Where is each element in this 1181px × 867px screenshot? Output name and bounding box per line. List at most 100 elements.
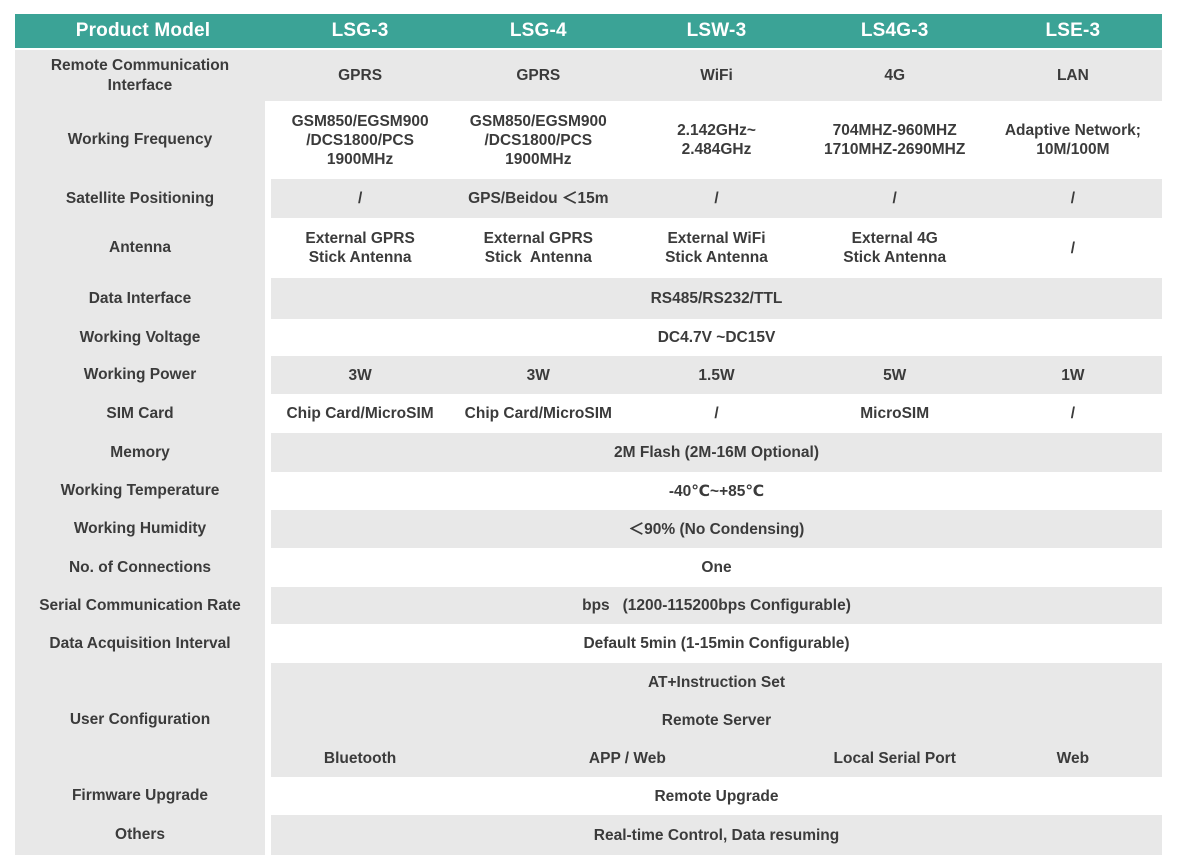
spec-value-cell: /: [357, 190, 363, 207]
table-header: Product Model LSG-3 LSG-4 LSW-3 LS4G-3 LSE-3: [15, 14, 1162, 48]
spec-value-cell: RS485/RS232/TTL: [650, 290, 783, 307]
row-data-area: External GPRS Stick Antenna External GPRS…: [271, 218, 1162, 278]
row-label: Data Acquisition Interval: [15, 624, 265, 663]
spec-value-cell: /: [1070, 405, 1076, 422]
spec-value-cell: 3W: [348, 366, 372, 384]
row-cells: GPRS GPRS WiFi 4G LAN: [271, 50, 1162, 101]
label-data-divider: [265, 548, 271, 587]
table-row: SIM Card Chip Card/MicroSIM Chip Card/Micr…: [15, 394, 1162, 433]
row-label: Working Voltage: [15, 319, 265, 356]
spec-value-cell: External GPRS Stick Antenna: [483, 230, 593, 266]
spec-value-cell: Bluetooth: [323, 749, 397, 767]
row-span-value: Remote Upgrade: [271, 777, 1162, 815]
spec-value-cell: Chip Card/MicroSIM: [464, 405, 612, 422]
row-span-value: bps (1200-115200bps Configurable): [271, 587, 1162, 624]
row-label: Working Power: [15, 356, 265, 394]
spec-value-cell: 5W: [883, 366, 907, 384]
label-data-divider: [265, 50, 271, 101]
row-data-area: 2M Flash (2M-16M Optional): [271, 433, 1162, 472]
spec-value-cell: GSM850/EGSM900 /DCS1800/PCS 1900MHz: [291, 112, 429, 168]
spec-value-cell: /: [892, 190, 897, 207]
row-span-value: RS485/RS232/TTL: [271, 278, 1162, 319]
table-row: Working Voltage DC4.7V ~DC15V: [15, 319, 1162, 356]
row-data-area: bps (1200-115200bps Configurable): [271, 587, 1162, 624]
spec-value-cell: bps (1200-115200bps Configurable): [582, 597, 851, 614]
row-data-area: Default 5min (1-15min Configurable): [271, 624, 1162, 663]
config-subrow: AT+Instruction Set: [271, 663, 1162, 701]
table-row: Working Temperature -40℃~+85℃: [15, 472, 1162, 510]
spec-value-cell: Local Serial Port: [833, 749, 956, 767]
spec-value-cell: ＜90% (No Condensing): [628, 520, 805, 538]
spec-value-cell: 1.5W: [698, 366, 735, 384]
spec-value-cell: GSM850/EGSM900 /DCS1800/PCS 1900MHz: [469, 112, 607, 168]
spec-value-cell: AT+Instruction Set: [647, 673, 786, 691]
spec-value-cell: One: [701, 559, 732, 576]
row-span-value: AT+Instruction Set: [271, 663, 1162, 701]
label-data-divider: [265, 510, 271, 548]
row-data-area: Remote Upgrade: [271, 777, 1162, 815]
row-cells: Bluetooth APP / Web Local Serial Port Web: [271, 739, 1162, 777]
table-row: Memory 2M Flash (2M-16M Optional): [15, 433, 1162, 472]
row-label: Antenna: [15, 218, 265, 278]
row-data-area: Chip Card/MicroSIM Chip Card/MicroSIM / Mic…: [271, 394, 1162, 433]
spec-value-cell: /: [1070, 239, 1076, 257]
spec-value-cell: 704MHZ-960MHZ 1710MHZ-2690MHZ: [824, 122, 966, 158]
table-row: Others Real-time Control, Data resuming: [15, 815, 1162, 855]
spec-value-cell: -40℃~+85℃: [668, 482, 765, 500]
header-cell-model: LSW-3: [686, 20, 747, 41]
spec-value-cell: 2.142GHz~ 2.484GHz: [677, 122, 756, 158]
label-data-divider: [265, 356, 271, 394]
table-row: User Configuration AT+Instruction Set Remo…: [15, 663, 1162, 777]
row-label: Working Humidity: [15, 510, 265, 548]
spec-value-cell: GPRS: [516, 67, 561, 84]
spec-value-cell: GPRS: [338, 67, 383, 84]
row-span-value: One: [271, 548, 1162, 587]
label-data-divider: [265, 394, 271, 433]
spec-value-cell: APP / Web: [588, 749, 666, 767]
label-data-divider: [265, 815, 271, 855]
spec-value-cell: Default 5min (1-15min Configurable): [583, 635, 850, 652]
spec-value-cell: Real-time Control, Data resuming: [593, 826, 840, 844]
spec-value-cell: Remote Upgrade: [654, 787, 779, 805]
spec-value-cell: LAN: [1056, 67, 1089, 84]
row-label: Memory: [15, 433, 265, 472]
label-data-divider: [265, 179, 271, 218]
header-cell-model: LSE-3: [1045, 20, 1101, 41]
spec-value-cell: Chip Card/MicroSIM: [286, 405, 434, 422]
spec-value-cell: Remote Server: [661, 711, 772, 729]
row-data-area: AT+Instruction Set Remote Server Bluetooth…: [271, 663, 1162, 777]
spec-value-cell: 1W: [1061, 366, 1085, 384]
product-spec-table: Product Model LSG-3 LSG-4 LSW-3 LS4G-3 LSE-3 …: [15, 14, 1162, 855]
row-data-area: GSM850/EGSM900 /DCS1800/PCS 1900MHz GSM85…: [271, 101, 1162, 179]
spec-value-cell: 3W: [526, 366, 550, 384]
row-span-value: Remote Server: [271, 701, 1162, 739]
table-row: Data Acquisition Interval Default 5min (1…: [15, 624, 1162, 663]
table-row: Working Frequency GSM850/EGSM900 /DCS1800…: [15, 101, 1162, 179]
row-label: Serial Communication Rate: [15, 587, 265, 624]
spec-value-cell: Adaptive Network; 10M/100M: [1004, 122, 1141, 158]
spec-value-cell: External GPRS Stick Antenna: [305, 230, 415, 266]
config-subrow: Bluetooth APP / Web Local Serial Port Web: [271, 739, 1162, 777]
table-row: Remote Communication Interface GPRS GPRS Wi…: [15, 50, 1162, 101]
row-data-area: RS485/RS232/TTL: [271, 278, 1162, 319]
config-subrow: Remote Server: [271, 701, 1162, 739]
row-span-value: Default 5min (1-15min Configurable): [271, 624, 1162, 663]
row-label: User Configuration: [15, 663, 265, 777]
label-data-divider: [265, 587, 271, 624]
row-data-area: Real-time Control, Data resuming: [271, 815, 1162, 855]
spec-value-cell: /: [714, 405, 719, 422]
spec-value-cell: GPS/Beidou ＜15m: [468, 190, 609, 207]
table-row: Working Humidity ＜90% (No Condensing): [15, 510, 1162, 548]
label-data-divider: [265, 319, 271, 356]
row-span-value: DC4.7V ~DC15V: [271, 319, 1162, 356]
row-cells: GSM850/EGSM900 /DCS1800/PCS 1900MHz GSM85…: [271, 101, 1162, 179]
spec-value-cell: External 4G Stick Antenna: [843, 230, 947, 266]
row-label: Firmware Upgrade: [15, 777, 265, 815]
spec-value-cell: WiFi: [700, 67, 733, 84]
row-span-value: -40℃~+85℃: [271, 472, 1162, 510]
label-data-divider: [265, 278, 271, 319]
row-label: Satellite Positioning: [15, 179, 265, 218]
row-data-area: GPRS GPRS WiFi 4G LAN: [271, 50, 1162, 101]
row-cells: External GPRS Stick Antenna External GPRS…: [271, 218, 1162, 278]
table-row: Satellite Positioning / GPS/Beidou ＜15m / / /: [15, 179, 1162, 218]
